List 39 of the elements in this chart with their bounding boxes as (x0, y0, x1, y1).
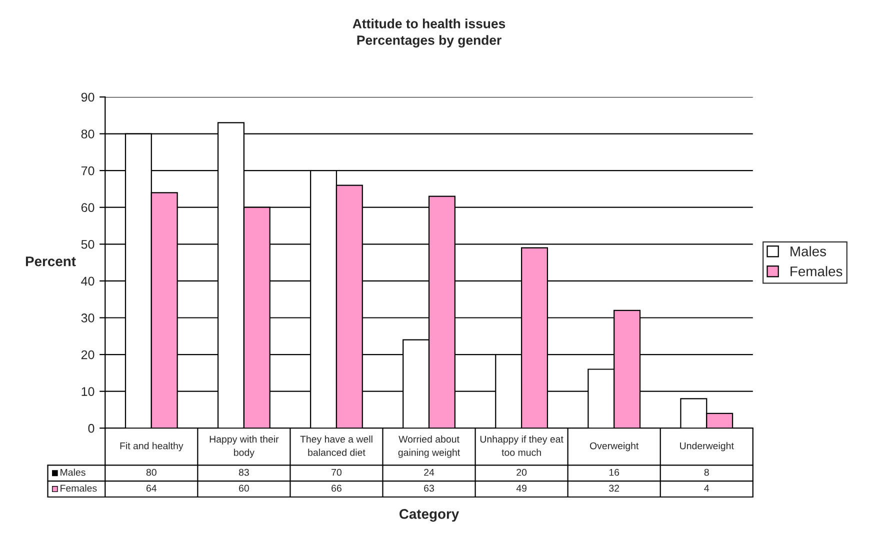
y-axis-title: Percent (26, 256, 76, 266)
chart-subtitle: Percentages by gender (357, 35, 502, 48)
y-tick-label: 20 (81, 350, 94, 360)
data-label: 8 (704, 468, 709, 476)
data-label: 16 (609, 468, 620, 476)
x-tick-label: Worried about gaining weight (398, 435, 460, 458)
chart-title: Attitude to health issues (352, 18, 506, 28)
y-tick-label: 0 (88, 424, 94, 433)
y-tick-label: 60 (81, 203, 94, 212)
text: Males (790, 246, 826, 256)
data-label: 66 (332, 484, 342, 492)
legend-label: Females (790, 266, 842, 276)
x-tick-label: Happy with their body (210, 435, 279, 458)
data-label: 63 (424, 484, 434, 492)
data-label: 60 (239, 484, 249, 492)
data-label: 83 (238, 468, 249, 476)
data-label: 64 (146, 484, 157, 492)
data-label: 20 (516, 468, 527, 476)
x-tick-label: They have a well balanced diet (300, 435, 372, 456)
data-label: 49 (516, 484, 526, 492)
data-label: 24 (424, 468, 434, 476)
data-label: 32 (609, 484, 620, 492)
data-label: 70 (332, 468, 342, 476)
data-label: 4 (704, 484, 710, 492)
y-tick-label: 10 (82, 387, 94, 396)
y-tick-label: 80 (81, 130, 94, 138)
x-tick-label: Fit and healthy (120, 442, 184, 452)
y-tick-label: 90 (81, 92, 94, 102)
x-axis-title: Category (399, 509, 460, 522)
y-tick-label: 70 (81, 166, 94, 176)
data-label: 80 (146, 468, 156, 476)
legend-label: Males (60, 468, 86, 476)
y-tick-label: 50 (81, 240, 94, 249)
y-tick-label: 40 (81, 276, 94, 286)
x-tick-label: Underweight (680, 442, 734, 452)
y-tick-label: 30 (81, 314, 94, 322)
text: Females (60, 484, 97, 492)
x-tick-label: Unhappy if they eat too much (480, 435, 564, 456)
x-tick-label: Overweight (590, 442, 639, 452)
